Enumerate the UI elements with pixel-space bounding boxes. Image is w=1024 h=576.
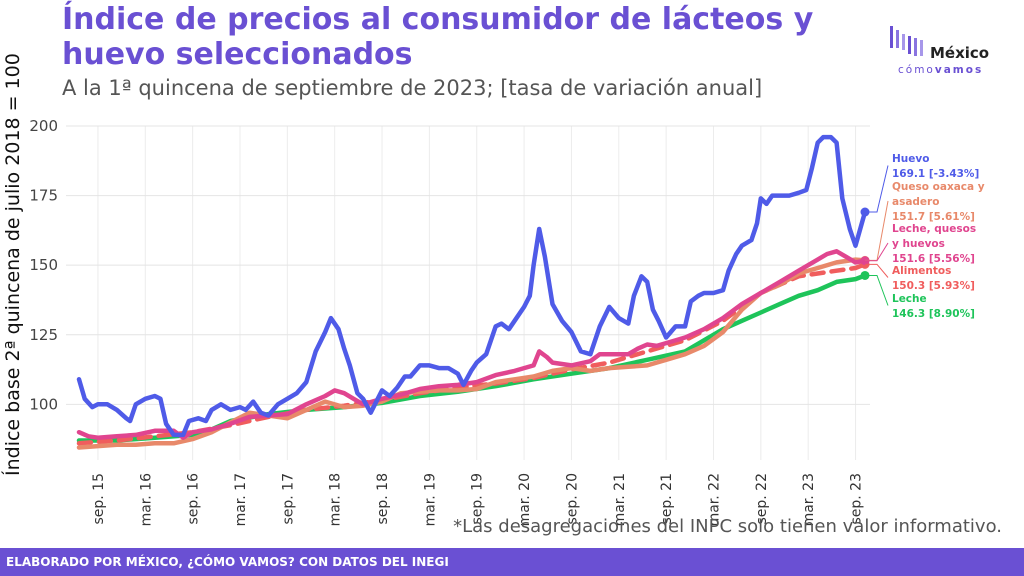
x-tick-label: sep. 22 [754,473,770,525]
series-line-leche_quesos [76,249,868,440]
series-label-huevo: Huevo [892,153,929,165]
series-line-queso [76,257,868,450]
series-label-queso: Queso oaxaca y [892,181,985,193]
x-tick-label: mar. 17 [233,473,249,526]
series-line-huevo [76,134,868,438]
x-tick-label: sep. 18 [375,473,391,525]
y-tick-label: 100 [29,395,58,413]
x-tick-label: mar. 22 [706,473,722,526]
series-label-leche: 146.3 [8.90%] [892,308,975,320]
mexico-como-vamos-logo: México cómovamos [888,22,1008,84]
series-label-leche: Leche [892,293,927,305]
series-label-huevo: 169.1 [-3.43%] [892,168,979,180]
y-tick-label: 125 [29,326,58,344]
series-label-queso: 151.7 [5.61%] [892,211,975,223]
series-label-leche_quesos: Leche, quesos [892,223,976,235]
leader-line-leche [865,274,889,306]
x-tick-label: sep. 17 [280,473,296,525]
bar-graph-icon [890,26,923,56]
series-label-queso: asadero [892,196,939,208]
x-tick-label: sep. 20 [564,473,580,525]
x-tick-label: sep. 15 [91,473,107,525]
chart-title: Índice de precios al consumidor de lácte… [62,2,814,72]
x-tick-label: sep. 23 [849,473,865,525]
x-tick-label: mar. 18 [328,473,344,526]
y-tick-label: 150 [29,256,58,274]
leader-line-leche_quesos [865,242,889,262]
x-tick-label: mar. 21 [612,473,628,526]
leader-line-alimentos [865,263,889,278]
x-tick-label: mar. 19 [422,473,438,526]
logo-text-top: México [930,44,990,62]
footer-bar: ELABORADO POR MÉXICO, ¿CÓMO VAMOS? CON D… [0,548,1024,576]
y-tick-label: 200 [29,117,58,135]
x-tick-label: mar. 23 [801,473,817,526]
leader-line-huevo [865,165,889,213]
footnote: *Las desagregaciones del INPC solo tiene… [453,516,1002,537]
y-axis-label: Índice base 2ª quincena de julio 2018 = … [2,53,24,476]
x-tick-label: mar. 16 [138,473,154,526]
series-label-alimentos: Alimentos [892,265,951,277]
x-tick-label: mar. 20 [517,473,533,526]
series-label-alimentos: 150.3 [5.93%] [892,280,975,292]
x-tick-label: sep. 21 [659,473,675,525]
x-tick-label: sep. 19 [470,473,486,525]
y-tick-label: 175 [29,187,58,205]
chart-subtitle: A la 1ª quincena de septiembre de 2023; … [62,76,763,100]
footer-credit: ELABORADO POR MÉXICO, ¿CÓMO VAMOS? CON D… [6,555,449,569]
series-label-leche_quesos: 151.6 [5.56%] [892,253,975,265]
logo-text-bottom: cómovamos [898,64,984,76]
series-label-leche_quesos: y huevos [892,238,945,250]
x-tick-label: sep. 16 [186,473,202,525]
